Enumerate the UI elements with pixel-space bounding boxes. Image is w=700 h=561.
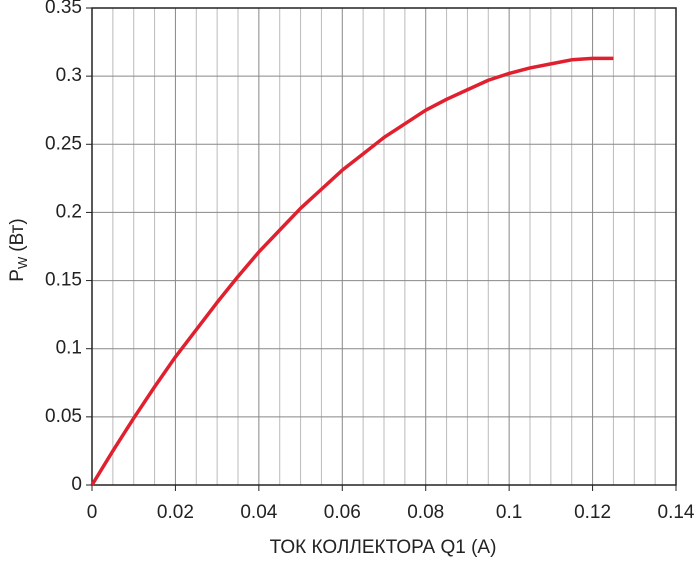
y-tick-label: 0.3 [56, 65, 82, 86]
x-tick-label: 0.02 [157, 502, 194, 523]
x-tick-label: 0.06 [324, 502, 361, 523]
x-tick-label: 0.12 [574, 502, 611, 523]
y-tick-label: 0.15 [45, 270, 82, 291]
x-axis-label: ТОК КОЛЛЕКТОРА Q1 (А) [270, 537, 497, 558]
y-label-unit: (Вт) [7, 218, 28, 251]
y-tick-label: 0.1 [56, 338, 82, 359]
x-tick-label: 0.1 [496, 502, 522, 523]
x-tick-label: 0.14 [658, 502, 695, 523]
y-tick-label: 0.35 [45, 0, 82, 18]
y-label-main: P [7, 269, 28, 282]
x-tick-label: 0 [87, 502, 98, 523]
y-axis-label: PW (Вт) [7, 218, 30, 281]
y-tick-label: 0 [71, 474, 82, 495]
data-line [90, 56, 614, 486]
y-tick-label: 0.25 [45, 133, 82, 154]
plot-frame [91, 7, 677, 486]
y-tick-label: 0.2 [56, 201, 82, 222]
y-label-sub: W [15, 256, 30, 269]
y-tick-label: 0.05 [45, 406, 82, 427]
x-tick-label: 0.04 [240, 502, 277, 523]
x-tick-label: 0.08 [407, 502, 444, 523]
